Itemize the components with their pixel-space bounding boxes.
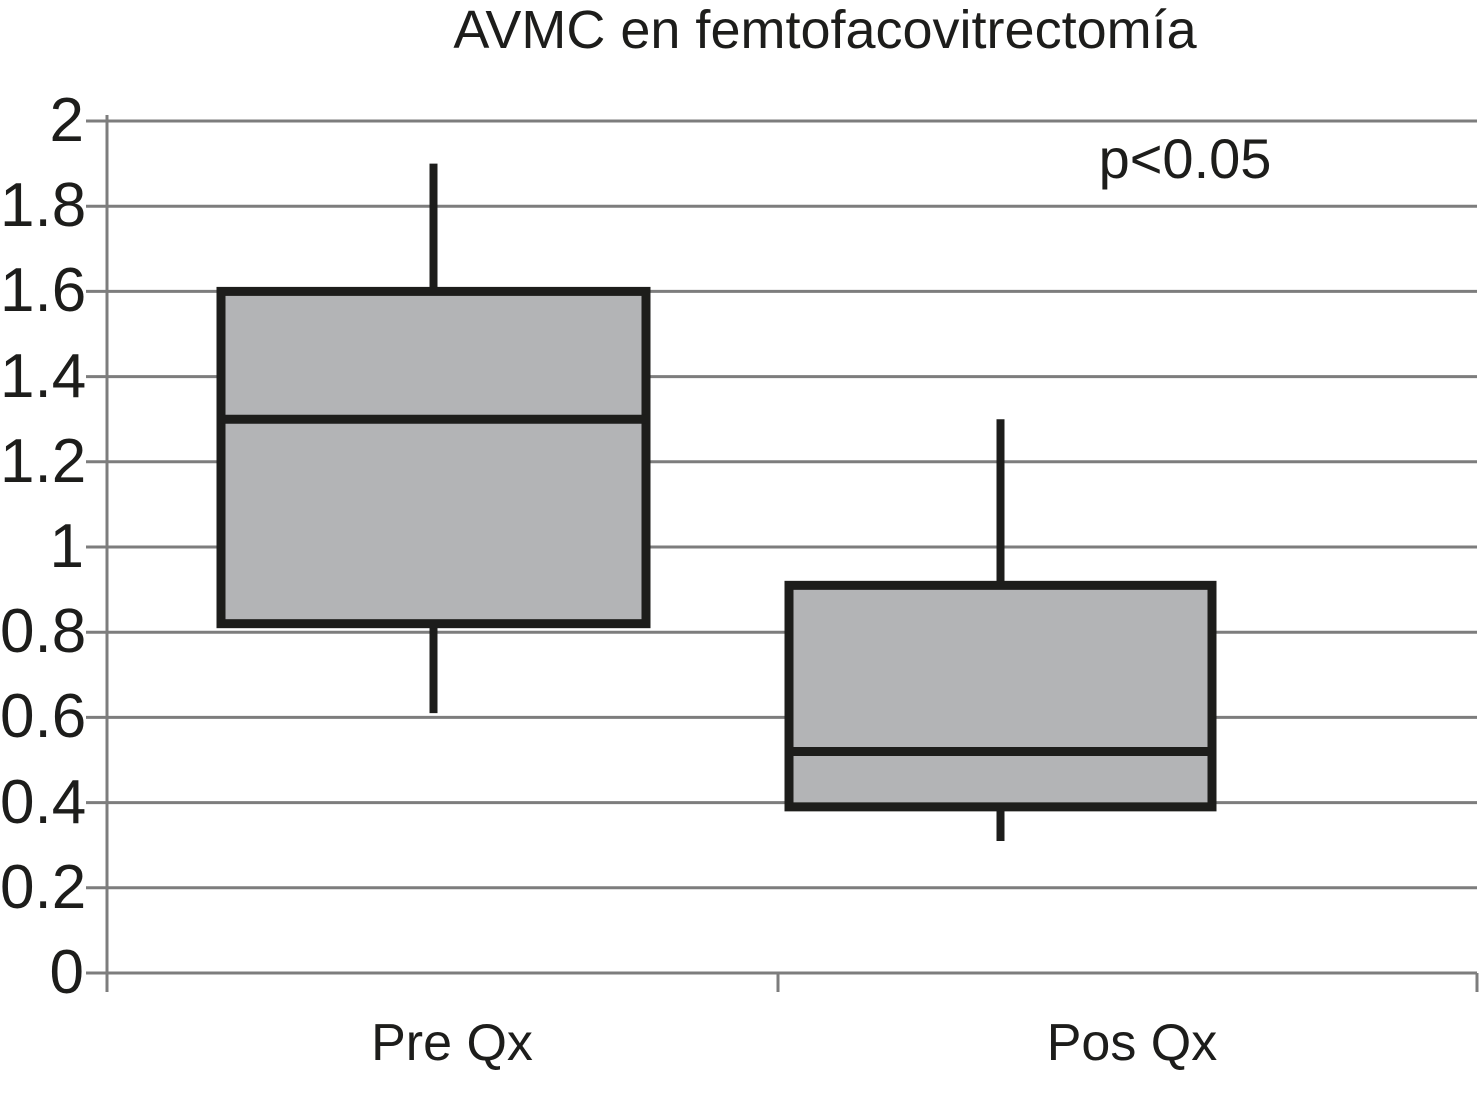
x-category-label-pos-qx: Pos Qx	[1046, 1014, 1218, 1072]
p-value-annotation: p<0.05	[1098, 127, 1272, 190]
y-tick-label-0.8: 0.8	[0, 597, 87, 667]
y-tick-label-1.6: 1.6	[0, 256, 87, 326]
y-tick-label-0.6: 0.6	[0, 682, 87, 752]
y-tick-label-1.2: 1.2	[0, 426, 87, 496]
y-tick-label-1.4: 1.4	[0, 341, 87, 411]
y-tick-label-1.8: 1.8	[0, 171, 87, 241]
y-tick-label-0: 0	[49, 938, 84, 1007]
chart-title: AVMC en femtofacovitrectomía	[453, 0, 1197, 60]
x-category-label-pre-qx: Pre Qx	[371, 1014, 533, 1072]
iqr-box-pos-qx	[784, 580, 1217, 812]
y-tick-label-0.2: 0.2	[0, 852, 87, 922]
y-tick-label-2: 2	[49, 86, 84, 155]
y-tick-label-1: 1	[49, 512, 84, 581]
iqr-box-pre-qx	[216, 286, 651, 629]
y-tick-label-0.4: 0.4	[0, 767, 87, 837]
